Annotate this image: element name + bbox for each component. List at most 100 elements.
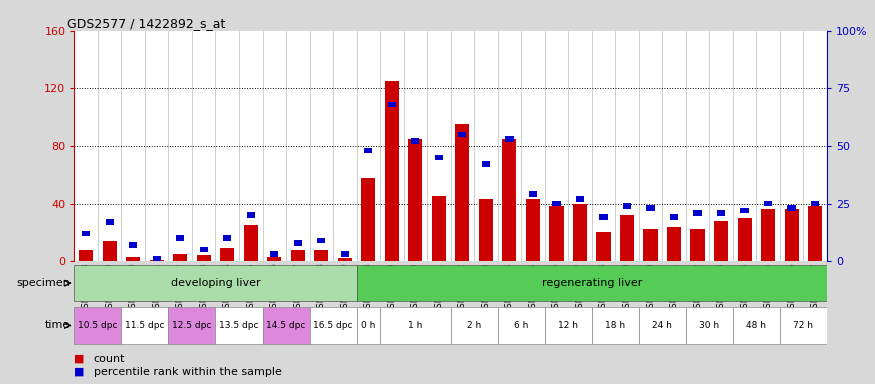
Text: 11.5 dpc: 11.5 dpc: [125, 321, 164, 330]
Text: percentile rank within the sample: percentile rank within the sample: [94, 367, 282, 377]
Bar: [599, 214, 607, 220]
Bar: [690, 230, 704, 261]
Bar: [385, 81, 399, 261]
Bar: [357, 265, 827, 301]
Bar: [82, 230, 90, 237]
Bar: [168, 307, 215, 344]
Bar: [808, 207, 822, 261]
Bar: [714, 221, 728, 261]
Bar: [670, 214, 678, 220]
Bar: [451, 307, 498, 344]
Bar: [458, 131, 466, 137]
Text: 12 h: 12 h: [558, 321, 578, 330]
Bar: [620, 215, 634, 261]
Text: 24 h: 24 h: [653, 321, 672, 330]
Text: 30 h: 30 h: [699, 321, 719, 330]
Bar: [388, 101, 396, 107]
Bar: [122, 307, 168, 344]
Bar: [738, 218, 752, 261]
Bar: [106, 219, 114, 225]
Bar: [357, 307, 380, 344]
Bar: [740, 208, 749, 214]
Bar: [262, 307, 310, 344]
Bar: [247, 212, 255, 218]
Bar: [761, 209, 775, 261]
Bar: [364, 147, 373, 153]
Bar: [544, 307, 592, 344]
Text: 2 h: 2 h: [467, 321, 481, 330]
Bar: [223, 235, 231, 241]
Bar: [74, 307, 122, 344]
Bar: [126, 257, 140, 261]
Bar: [573, 204, 587, 261]
Bar: [717, 210, 725, 216]
Bar: [528, 191, 537, 197]
Bar: [197, 255, 211, 261]
Bar: [200, 247, 208, 253]
Bar: [733, 307, 780, 344]
Bar: [597, 232, 611, 261]
Bar: [74, 265, 357, 301]
Bar: [270, 252, 278, 257]
Bar: [667, 227, 681, 261]
Bar: [380, 307, 451, 344]
Bar: [526, 199, 540, 261]
Text: time: time: [45, 320, 70, 331]
Bar: [176, 235, 185, 241]
Text: 0 h: 0 h: [361, 321, 375, 330]
Bar: [788, 205, 795, 211]
Text: 48 h: 48 h: [746, 321, 766, 330]
Bar: [643, 230, 658, 261]
Text: ■: ■: [74, 367, 85, 377]
Bar: [294, 240, 302, 246]
Bar: [340, 252, 349, 257]
Bar: [502, 139, 516, 261]
Text: 14.5 dpc: 14.5 dpc: [266, 321, 305, 330]
Bar: [505, 136, 514, 142]
Text: 12.5 dpc: 12.5 dpc: [172, 321, 212, 330]
Bar: [639, 307, 686, 344]
Bar: [173, 254, 187, 261]
Bar: [310, 307, 357, 344]
Bar: [479, 199, 493, 261]
Bar: [361, 177, 375, 261]
Bar: [764, 201, 773, 207]
Bar: [498, 307, 544, 344]
Bar: [693, 210, 702, 216]
Bar: [435, 155, 443, 161]
Bar: [592, 307, 639, 344]
Bar: [811, 201, 819, 207]
Bar: [411, 138, 419, 144]
Bar: [482, 161, 490, 167]
Text: 16.5 dpc: 16.5 dpc: [313, 321, 353, 330]
Bar: [780, 307, 827, 344]
Text: developing liver: developing liver: [171, 278, 260, 288]
Text: specimen: specimen: [17, 278, 70, 288]
Text: GDS2577 / 1422892_s_at: GDS2577 / 1422892_s_at: [66, 17, 225, 30]
Bar: [686, 307, 733, 344]
Bar: [317, 237, 326, 243]
Bar: [550, 207, 564, 261]
Text: ■: ■: [74, 354, 85, 364]
Bar: [576, 196, 584, 202]
Bar: [552, 201, 561, 207]
Bar: [243, 225, 258, 261]
Bar: [290, 250, 304, 261]
Bar: [215, 307, 262, 344]
Bar: [314, 250, 328, 261]
Bar: [102, 241, 116, 261]
Bar: [129, 242, 137, 248]
Bar: [647, 205, 654, 211]
Bar: [785, 209, 799, 261]
Text: 10.5 dpc: 10.5 dpc: [78, 321, 117, 330]
Text: 1 h: 1 h: [408, 321, 423, 330]
Bar: [623, 203, 631, 209]
Text: 13.5 dpc: 13.5 dpc: [220, 321, 259, 330]
Bar: [267, 257, 282, 261]
Text: 18 h: 18 h: [606, 321, 626, 330]
Bar: [152, 256, 161, 262]
Bar: [220, 248, 234, 261]
Text: 6 h: 6 h: [514, 321, 528, 330]
Bar: [150, 260, 164, 261]
Bar: [432, 196, 446, 261]
